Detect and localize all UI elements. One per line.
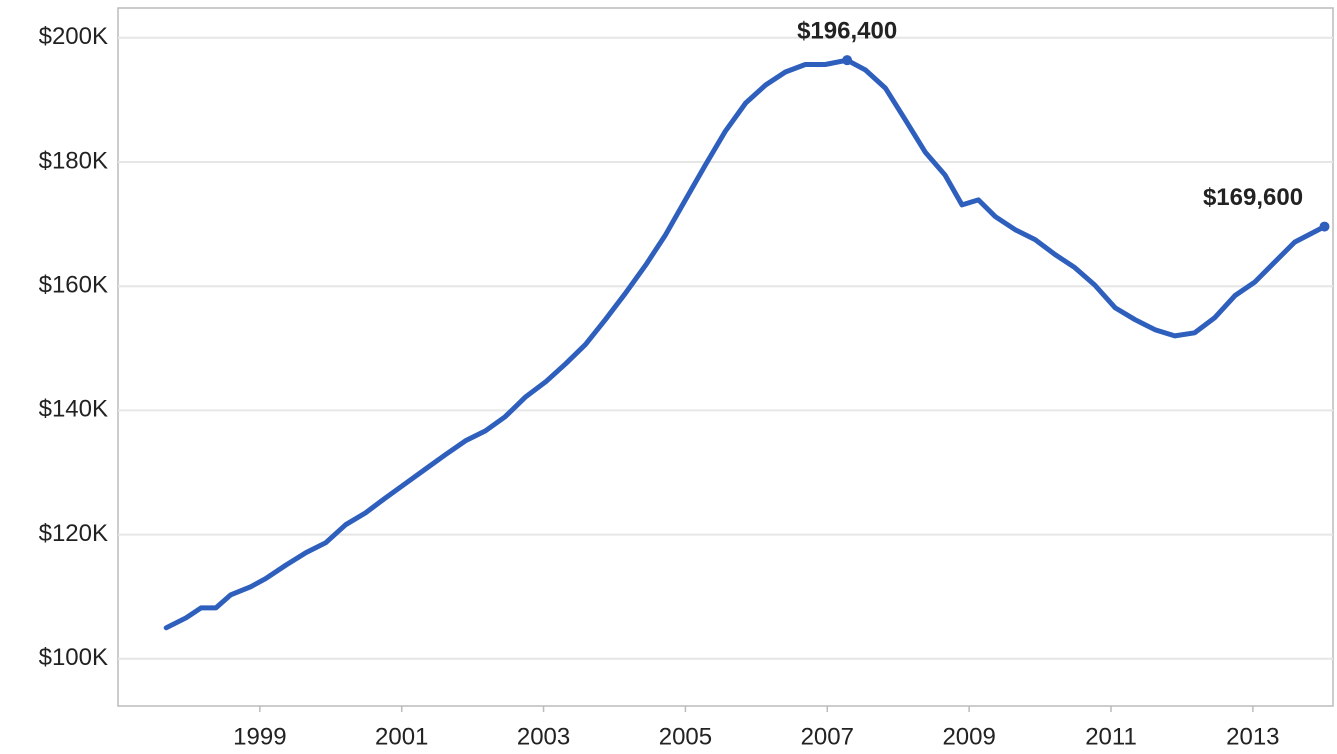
x-tick-label: 2007 bbox=[801, 723, 854, 750]
y-tick-label: $180K bbox=[39, 147, 108, 174]
x-tick-label: 2011 bbox=[1085, 723, 1137, 750]
line bbox=[163, 57, 1327, 631]
x-tick-label: 2013 bbox=[1226, 723, 1279, 750]
point-marker bbox=[842, 55, 853, 66]
x-tick-label: 2003 bbox=[517, 723, 570, 750]
x-tick-label: 1999 bbox=[233, 723, 286, 750]
y-tick-label: $200K bbox=[39, 23, 108, 50]
y-tick-label: $100K bbox=[39, 644, 108, 671]
point-marker bbox=[1319, 221, 1330, 232]
y-tick-label: $160K bbox=[39, 272, 108, 299]
x-tick-label: 2001 bbox=[375, 723, 428, 750]
value-label: $169,600 bbox=[1203, 184, 1303, 211]
x-tick-label: 2005 bbox=[659, 723, 712, 750]
y-tick-label: $120K bbox=[39, 520, 108, 547]
y-tick-label: $140K bbox=[39, 396, 108, 423]
x-tick-label: 2009 bbox=[942, 723, 995, 750]
value-label: $196,400 bbox=[797, 18, 897, 45]
plot-frame bbox=[117, 7, 1334, 707]
